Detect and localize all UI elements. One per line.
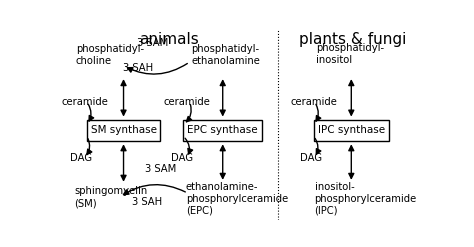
Text: DAG: DAG [70, 153, 92, 163]
Text: phosphatidyl-
inositol: phosphatidyl- inositol [316, 43, 384, 65]
Text: EPC synthase: EPC synthase [187, 125, 258, 135]
Text: 3 SAM: 3 SAM [137, 38, 169, 48]
Text: plants & fungi: plants & fungi [300, 33, 407, 47]
Text: sphingomyelin
(SM): sphingomyelin (SM) [74, 186, 147, 208]
Text: 3 SAH: 3 SAH [123, 63, 153, 73]
Text: animals: animals [139, 33, 200, 47]
Text: 3 SAH: 3 SAH [132, 197, 163, 207]
Text: phosphatidyl-
ethanolamine: phosphatidyl- ethanolamine [191, 44, 260, 66]
Text: ethanolamine-
phosphorylceramide
(EPC): ethanolamine- phosphorylceramide (EPC) [186, 182, 288, 216]
Text: SM synthase: SM synthase [91, 125, 156, 135]
Text: ceramide: ceramide [61, 97, 108, 107]
Text: 3 SAM: 3 SAM [145, 165, 176, 174]
Text: ceramide: ceramide [291, 97, 337, 107]
Text: IPC synthase: IPC synthase [318, 125, 385, 135]
Text: DAG: DAG [171, 153, 193, 163]
Text: phosphatidyl-
choline: phosphatidyl- choline [76, 44, 144, 66]
FancyBboxPatch shape [87, 120, 160, 141]
FancyBboxPatch shape [183, 120, 262, 141]
Text: ceramide: ceramide [164, 97, 211, 107]
Text: DAG: DAG [300, 153, 322, 163]
FancyBboxPatch shape [314, 120, 389, 141]
Text: inositol-
phosphorylceramide
(IPC): inositol- phosphorylceramide (IPC) [315, 182, 417, 216]
